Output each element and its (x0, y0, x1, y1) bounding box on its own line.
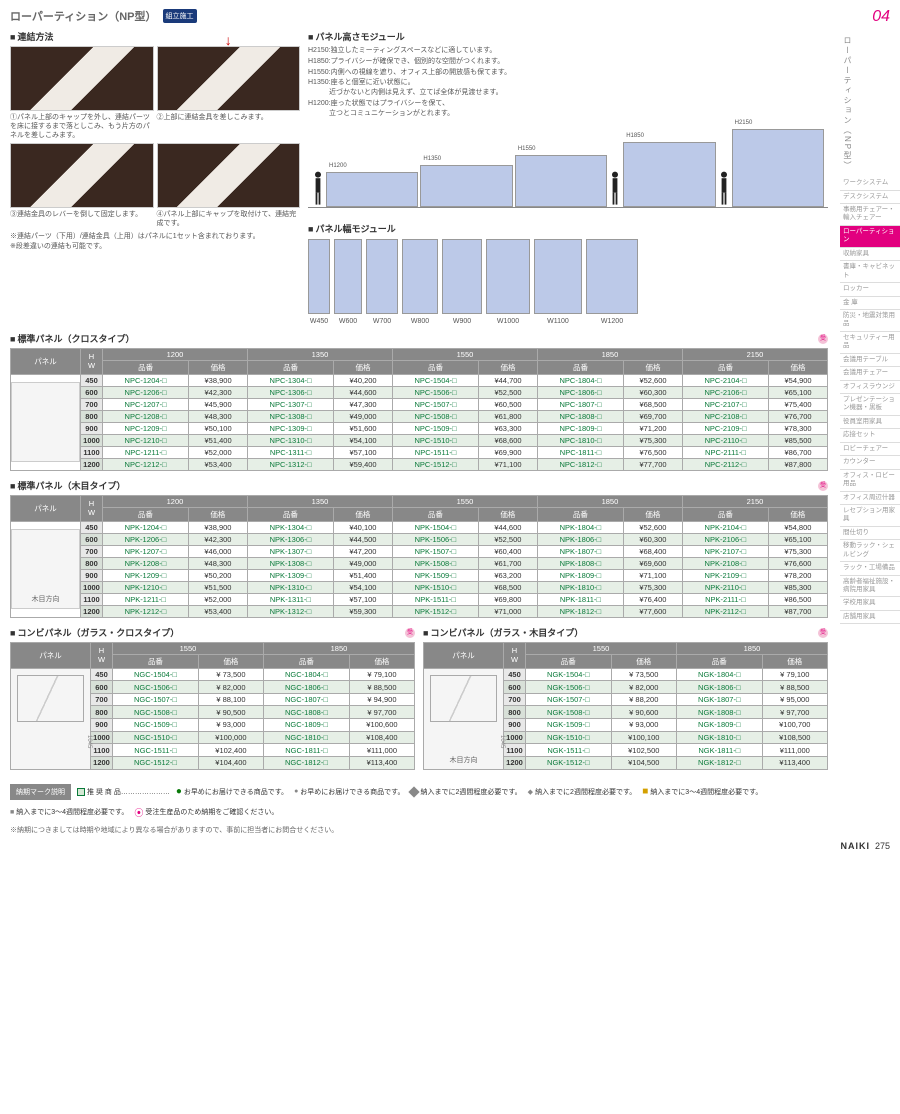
sidebar-item[interactable]: 書庫・キャビネット (840, 261, 900, 283)
conn-note: ※連結パーツ（下用）/連結金具（上用）はパネルに1セット含まれております。 ※段… (10, 231, 300, 251)
legend-item: 納入までに3～4週間程度必要です。 (650, 787, 762, 797)
conn-cap-1: ①パネル上部のキャップを外し、連結パーツを床に接するまで落としこみ、もう片方のパ… (10, 113, 154, 140)
table-row: 1200NPC-1212-□¥53,400NPC-1312-□¥59,400NP… (11, 458, 828, 470)
table-title: 標準パネル（クロスタイプ） (10, 332, 828, 345)
table-row: 1200NPK-1212-□¥53,400NPK-1312-□¥59,300NP… (11, 605, 828, 617)
sidebar-item[interactable]: オフィス・ロビー用品 (840, 470, 900, 492)
badge-assembly: 組立施工 (163, 9, 197, 23)
sidebar-item[interactable]: セキュリティー用品 (840, 332, 900, 354)
table-title: コンビパネル（ガラス・木目タイプ） (423, 626, 828, 639)
sidebar-vtitle: ローパーティション（NP型） (840, 30, 855, 177)
price-table: パネルHW12001350155018502150品番価格品番価格品番価格品番価… (10, 348, 828, 471)
legend-item: 推 奨 商 品………………… (87, 787, 170, 797)
sidebar-item[interactable]: ロビーチェアー (840, 443, 900, 456)
table-row: 木目方向450NPK-1204-□¥38,900NPK-1304-□¥40,10… (11, 521, 828, 533)
table-row: 木目方向1045450NGK-1504-□¥ 73,500NGK-1804-□¥… (424, 668, 828, 681)
hm-heading: パネル高さモジュール (308, 30, 828, 43)
price-table: パネルHW15501850品番価格品番価格木目方向1045450NGK-1504… (423, 642, 828, 770)
sidebar-item[interactable]: 間仕切り (840, 527, 900, 540)
badge-icon: 受 (818, 481, 828, 491)
sidebar-item[interactable]: 防災・地震対策用品 (840, 310, 900, 332)
conn-img-4 (157, 143, 301, 208)
legend-note: ※納期につきましては時期や地域により異なる場合がありますので、事前に担当者にお問… (10, 825, 828, 835)
sidebar-item[interactable]: 会議用テーブル (840, 354, 900, 367)
table-row: 600NPC-1206-□¥42,300NPC-1306-□¥44,600NPC… (11, 386, 828, 398)
height-diagram: H1200H1350H1550H1850H2150 (308, 123, 828, 208)
price-table: パネルHW12001350155018502150品番価格品番価格品番価格品番価… (10, 495, 828, 618)
conn-cap-2: ②上部に連結金具を差しこみます。 (157, 113, 301, 122)
sidebar-item[interactable]: 応接セット (840, 429, 900, 442)
conn-cap-3: ③連結金具のレバーを倒して固定します。 (10, 210, 154, 219)
sidebar-item[interactable]: ワークシステム (840, 177, 900, 190)
legend-title: 納期マーク説明 (10, 784, 71, 800)
sidebar-item[interactable]: 会議用チェアー (840, 367, 900, 380)
table-row: 1000NPK-1210-□¥51,500NPK-1310-□¥54,100NP… (11, 581, 828, 593)
sidebar-item[interactable]: プレゼンテーション機器・黒板 (840, 394, 900, 416)
sidebar-item[interactable]: オフィス周辺什器 (840, 492, 900, 505)
sidebar-item[interactable]: 高齢者福祉施設・病院用家具 (840, 576, 900, 598)
table-title: コンビパネル（ガラス・クロスタイプ） (10, 626, 415, 639)
sidebar-item[interactable]: 移動ラック・シェルビング (840, 540, 900, 562)
section-number: 04 (872, 8, 890, 26)
table-row: 1100NPK-1211-□¥52,000NPK-1311-□¥57,100NP… (11, 593, 828, 605)
badge-icon: 受 (405, 628, 415, 638)
sidebar-item[interactable]: オフィスラウンジ (840, 381, 900, 394)
arrow-icon: ↓ (225, 32, 232, 48)
conn-img-1 (10, 46, 154, 111)
conn-cap-4: ④パネル上部にキャップを取付けて、連結完成です。 (157, 210, 301, 228)
sidebar-item[interactable]: 金 庫 (840, 297, 900, 310)
table-row: 800NPK-1208-□¥48,300NPK-1308-□¥49,000NPK… (11, 557, 828, 569)
table-row: 800NPC-1208-□¥48,300NPC-1308-□¥49,000NPC… (11, 410, 828, 422)
sidebar-item[interactable]: ロッカー (840, 283, 900, 296)
sidebar-item[interactable]: デスクシステム (840, 191, 900, 204)
badge-icon: 受 (818, 628, 828, 638)
conn-img-3 (10, 143, 154, 208)
sidebar-item[interactable]: 収納家具 (840, 248, 900, 261)
legend-item: 受注生産品のため納期をご確認ください。 (145, 807, 278, 817)
sidebar-item[interactable]: 役員室用家具 (840, 416, 900, 429)
conn-img-2 (157, 46, 301, 111)
table-row: 700NPC-1207-□¥45,900NPC-1307-□¥47,300NPC… (11, 398, 828, 410)
sidebar-item[interactable]: カウンター (840, 456, 900, 469)
sidebar-item[interactable]: ローパーティション (840, 226, 900, 248)
table-title: 標準パネル（木目タイプ） (10, 479, 828, 492)
sidebar-item[interactable]: 事務用チェアー・輸入チェアー (840, 204, 900, 226)
brand: NAIKI (840, 841, 870, 851)
sidebar-item[interactable]: 学校用家具 (840, 597, 900, 610)
legend-item: 納入までに3～4週間程度必要です。 (16, 807, 128, 817)
page-title: ローパーティション（NP型） (10, 8, 157, 24)
sidebar-item[interactable]: ラック・工場備品 (840, 562, 900, 575)
legend-item: お早めにお届けできる商品です。 (184, 787, 288, 797)
hm-notes: H2150:独立したミーティングスペースなどに適しています。H1850:プライバ… (308, 46, 828, 119)
table-row: 700NPK-1207-□¥46,000NPK-1307-□¥47,200NPK… (11, 545, 828, 557)
sidebar-item[interactable]: 店舗用家具 (840, 611, 900, 624)
table-row: 600NPK-1206-□¥42,300NPK-1306-□¥44,500NPK… (11, 533, 828, 545)
legend: 納期マーク説明 推 奨 商 品………………… ●お早めにお届けできる商品です。 … (10, 784, 828, 835)
wm-heading: パネル幅モジュール (308, 222, 828, 235)
legend-item: 納入までに2週間程度必要です。 (420, 787, 521, 797)
legend-item: 納入までに2週間程度必要です。 (535, 787, 636, 797)
conn-heading: 連結方法 (10, 30, 300, 43)
sidebar-item[interactable]: レセプション用家具 (840, 505, 900, 527)
width-diagram: W450W600W700W800W900W1000W1100W1200 (308, 239, 828, 314)
table-row: 1100NPC-1211-□¥52,000NPC-1311-□¥57,100NP… (11, 446, 828, 458)
legend-item: お早めにお届けできる商品です。 (300, 787, 404, 797)
page-num: 275 (875, 841, 890, 851)
table-row: 900NPC-1209-□¥50,100NPC-1309-□¥51,600NPC… (11, 422, 828, 434)
sidebar: ローパーティション（NP型） ワークシステムデスクシステム事務用チェアー・輸入チ… (840, 30, 900, 624)
table-row: 1045450NGC-1504-□¥ 73,500NGC-1804-□¥ 79,… (11, 668, 415, 681)
table-row: 1000NPC-1210-□¥51,400NPC-1310-□¥54,100NP… (11, 434, 828, 446)
table-row: 450NPC-1204-□¥38,900NPC-1304-□¥40,200NPC… (11, 374, 828, 386)
badge-icon: 受 (818, 334, 828, 344)
price-table: パネルHW15501850品番価格品番価格1045450NGC-1504-□¥ … (10, 642, 415, 770)
table-row: 900NPK-1209-□¥50,200NPK-1309-□¥51,400NPK… (11, 569, 828, 581)
